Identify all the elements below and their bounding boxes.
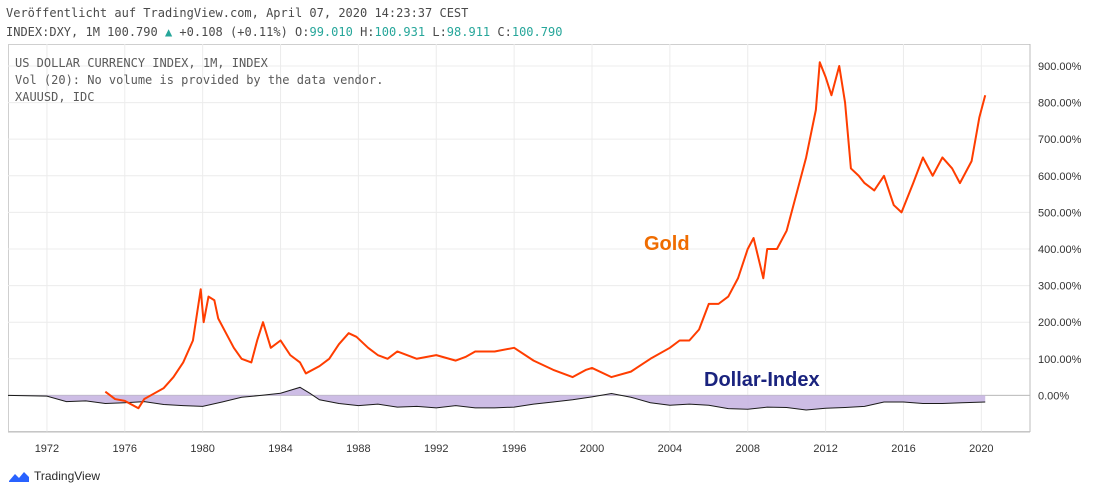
y-tick-label: 600.00% xyxy=(1038,171,1082,183)
close-label: C: xyxy=(497,25,512,39)
legend-xauusd: XAUUSD, IDC xyxy=(15,90,95,104)
low-label: L: xyxy=(432,25,447,39)
open-value: 99.010 xyxy=(309,25,353,39)
y-tick-label: 800.00% xyxy=(1038,98,1082,110)
legend-dxy: US DOLLAR CURRENCY INDEX, 1M, INDEX xyxy=(15,56,268,70)
x-tick-label: 1992 xyxy=(424,443,448,455)
brand-text: TradingView xyxy=(34,469,101,483)
y-tick-label: 900.00% xyxy=(1038,61,1082,73)
x-tick-label: 1976 xyxy=(113,443,137,455)
y-axis: 900.00% 800.00% 700.00% 600.00% 500.00% 400.0… xyxy=(1029,44,1082,432)
change-text: +0.108 (+0.11%) xyxy=(179,25,288,39)
x-tick-label: 1996 xyxy=(502,443,526,455)
published-line: Veröffentlicht auf TradingView.com, Apri… xyxy=(6,6,468,20)
x-tick-label: 2004 xyxy=(658,443,682,455)
open-label: O: xyxy=(295,25,310,39)
x-tick-label: 2020 xyxy=(969,443,993,455)
ohlc-line: INDEX:DXY, 1M 100.790 ▲ +0.108 (+0.11%) … xyxy=(6,25,562,39)
x-tick-label: 1984 xyxy=(268,443,292,455)
dollar-index-annotation: Dollar-Index xyxy=(704,369,820,391)
footer[interactable]: TradingView xyxy=(8,469,100,483)
gold-series xyxy=(104,61,987,410)
x-tick-label: 2016 xyxy=(891,443,915,455)
tradingview-logo-icon xyxy=(9,472,29,482)
high-label: H: xyxy=(360,25,375,39)
x-tick-label: 2012 xyxy=(813,443,837,455)
dollar-index-line xyxy=(7,386,986,411)
dollar-series xyxy=(7,386,986,411)
x-axis: 1972 1976 1980 1984 1988 1992 1996 2000 2004 2008… xyxy=(8,431,1030,455)
y-tick-label: 200.00% xyxy=(1038,317,1082,329)
x-tick-label: 1972 xyxy=(35,443,59,455)
y-tick-label: 100.00% xyxy=(1038,354,1082,366)
y-tick-label: 300.00% xyxy=(1038,281,1082,293)
y-tick-label: 400.00% xyxy=(1038,244,1082,256)
x-tick-label: 1988 xyxy=(346,443,370,455)
up-arrow-icon: ▲ xyxy=(164,25,173,39)
y-tick-label: 500.00% xyxy=(1038,207,1082,219)
symbol-text: INDEX:DXY, 1M 100.790 xyxy=(6,25,158,39)
x-tick-label: 1980 xyxy=(190,443,214,455)
published-text: Veröffentlicht auf TradingView.com, Apri… xyxy=(6,6,469,20)
x-tick-label: 2000 xyxy=(580,443,604,455)
y-tick-label: 0.00% xyxy=(1038,390,1069,402)
gold-line xyxy=(104,61,987,410)
legend-volume: Vol (20): No volume is provided by the d… xyxy=(15,73,384,87)
y-tick-label: 700.00% xyxy=(1038,134,1082,146)
dollar-index-area xyxy=(8,387,986,411)
gold-annotation: Gold xyxy=(644,233,690,255)
high-value: 100.931 xyxy=(374,25,426,39)
close-value: 100.790 xyxy=(511,25,563,39)
low-value: 98.911 xyxy=(446,25,491,39)
grid xyxy=(8,44,1030,432)
x-tick-label: 2008 xyxy=(735,443,759,455)
